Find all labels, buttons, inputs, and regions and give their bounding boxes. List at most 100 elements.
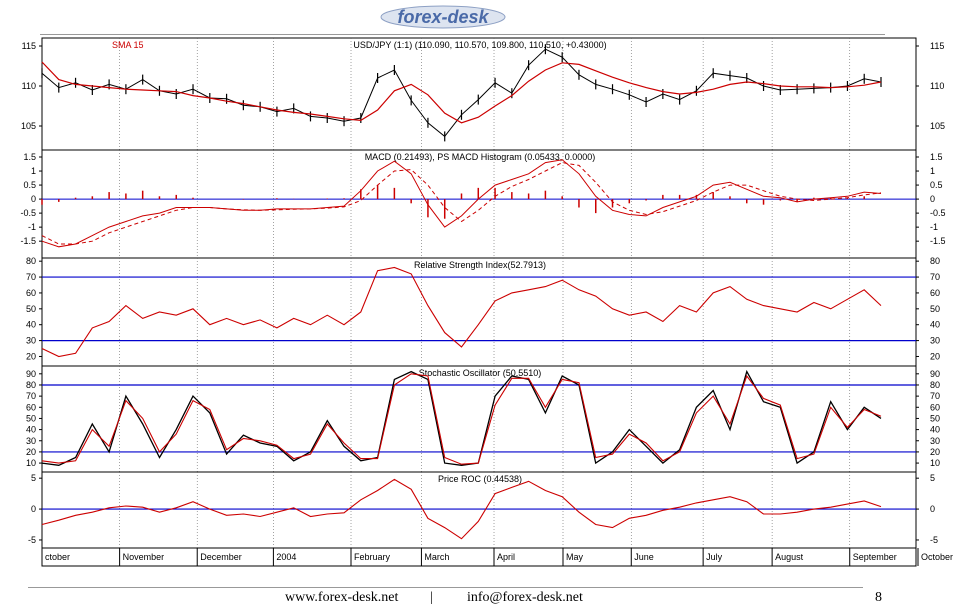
- panel-title: Stochastic Oscillator (50.5510): [419, 368, 542, 378]
- y-tick-label-left: 20: [26, 447, 36, 457]
- month-label: April: [497, 552, 515, 562]
- month-label: February: [354, 552, 391, 562]
- panel-frame: [41, 37, 917, 151]
- y-tick-label-left: 5: [31, 473, 36, 483]
- macd-line: [41, 159, 882, 248]
- y-tick-label-left: 1: [31, 166, 36, 176]
- y-tick-label-left: 50: [26, 413, 36, 423]
- month-label: June: [634, 552, 654, 562]
- y-tick-label-right: 60: [930, 402, 940, 412]
- y-tick-label-right: 50: [930, 413, 940, 423]
- rsi-line: [41, 266, 882, 358]
- panel-2: -1.5 -1.5 -1 -1 -0.5 -0.5 0 0 0.5 0.5 1 1 1.5 1.5 MACD…: [20, 149, 946, 259]
- y-tick-label-left: 0: [31, 504, 36, 514]
- roc-line: [41, 478, 882, 540]
- panel-title: Price ROC (0.44538): [438, 474, 522, 484]
- month-label: 2004: [276, 552, 296, 562]
- y-tick-label-left: 60: [26, 402, 36, 412]
- y-tick-label-right: 50: [930, 304, 940, 314]
- y-tick-label-left: -0.5: [20, 208, 36, 218]
- panel-3: 20 20 30 30 40 40 50 50 60 60 70 70 80 80 Relative Str…: [26, 256, 940, 367]
- panel-title: USD/JPY (1:1) (110.090, 110.570, 109.800…: [353, 40, 606, 50]
- panel-title: MACD (0.21493), PS MACD Histogram (0.054…: [365, 152, 596, 162]
- y-tick-label-right: -0.5: [930, 208, 946, 218]
- y-tick-label-right: 20: [930, 351, 940, 361]
- y-tick-label-left: 40: [26, 425, 36, 435]
- logo-text: forex-desk: [397, 7, 489, 27]
- month-label: August: [775, 552, 804, 562]
- logo-oval: [380, 5, 506, 29]
- y-tick-label-left: -1: [28, 222, 36, 232]
- y-tick-label-left: -5: [28, 535, 36, 545]
- y-tick-label-right: 0.5: [930, 180, 943, 190]
- month-label: September: [853, 552, 897, 562]
- y-tick-label-left: 0: [31, 194, 36, 204]
- y-tick-label-left: 40: [26, 320, 36, 330]
- y-tick-label-right: 1: [930, 166, 935, 176]
- y-tick-label-right: 105: [930, 121, 945, 131]
- y-tick-label-right: 115: [930, 41, 944, 51]
- y-tick-label-left: 80: [26, 256, 36, 266]
- y-tick-label-left: 10: [26, 458, 36, 468]
- y-tick-label-left: 110: [22, 81, 36, 91]
- footer-email[interactable]: info@forex-desk.net: [467, 590, 583, 605]
- month-label: November: [123, 552, 165, 562]
- footer-rule: [28, 587, 863, 588]
- signal-line: [41, 162, 882, 245]
- footer-website[interactable]: www.forex-desk.net: [285, 590, 399, 605]
- panel-title: Relative Strength Index(52.7913): [414, 260, 546, 270]
- footer-separator: |: [430, 590, 433, 605]
- panel-frame: [41, 471, 917, 549]
- y-tick-label-left: 1.5: [23, 152, 36, 162]
- month-label: October: [921, 552, 953, 562]
- y-tick-label-left: 30: [26, 336, 36, 346]
- y-tick-label-left: 50: [26, 304, 36, 314]
- y-tick-label-right: 80: [930, 256, 940, 266]
- y-tick-label-right: 1.5: [930, 152, 943, 162]
- panel-1: 105 105 110 110 115 115 USD/JPY (1:1) (110.090…: [21, 37, 945, 151]
- panel-frame: [41, 149, 917, 259]
- y-tick-label-left: 30: [26, 436, 36, 446]
- y-tick-label-right: 70: [930, 391, 940, 401]
- sma-line: [41, 61, 882, 124]
- y-tick-label-right: -1: [930, 222, 938, 232]
- y-tick-label-left: 0.5: [23, 180, 36, 190]
- y-tick-label-left: 60: [26, 288, 36, 298]
- month-label: July: [706, 552, 723, 562]
- y-tick-label-right: 110: [930, 81, 944, 91]
- panel-5: -5 -5 0 0 5 5 Price ROC (0.44538): [28, 471, 938, 549]
- month-label: December: [200, 552, 242, 562]
- y-tick-label-left: 80: [26, 380, 36, 390]
- y-tick-label-right: 70: [930, 272, 940, 282]
- header-rule: [40, 34, 885, 35]
- panel-frame: [41, 365, 917, 473]
- y-tick-label-left: -1.5: [20, 236, 36, 246]
- y-tick-label-right: 60: [930, 288, 940, 298]
- y-tick-label-left: 20: [26, 351, 36, 361]
- y-tick-label-left: 105: [21, 121, 36, 131]
- y-tick-label-right: 40: [930, 320, 940, 330]
- y-tick-label-right: 10: [930, 458, 940, 468]
- month-label: May: [566, 552, 584, 562]
- y-tick-label-right: -5: [930, 535, 938, 545]
- y-tick-label-right: 40: [930, 425, 940, 435]
- month-label: March: [424, 552, 449, 562]
- y-tick-label-right: 30: [930, 336, 940, 346]
- y-tick-label-left: 115: [22, 41, 36, 51]
- panel-frame: [41, 257, 917, 367]
- y-tick-label-right: 90: [930, 369, 940, 379]
- stoch-d-line: [41, 373, 882, 465]
- y-tick-label-right: 5: [930, 473, 935, 483]
- y-tick-label-right: 0: [930, 504, 935, 514]
- y-tick-label-left: 70: [26, 272, 36, 282]
- y-tick-label-right: 0: [930, 194, 935, 204]
- y-tick-label-right: 30: [930, 436, 940, 446]
- technical-chart: ctober November December 2004 February March A…: [20, 37, 953, 567]
- y-tick-label-right: 80: [930, 380, 940, 390]
- y-tick-label-left: 90: [26, 369, 36, 379]
- forex-desk-logo: forex-desk: [378, 4, 508, 30]
- y-tick-label-right: -1.5: [930, 236, 946, 246]
- y-tick-label-left: 70: [26, 391, 36, 401]
- month-label: ctober: [45, 552, 70, 562]
